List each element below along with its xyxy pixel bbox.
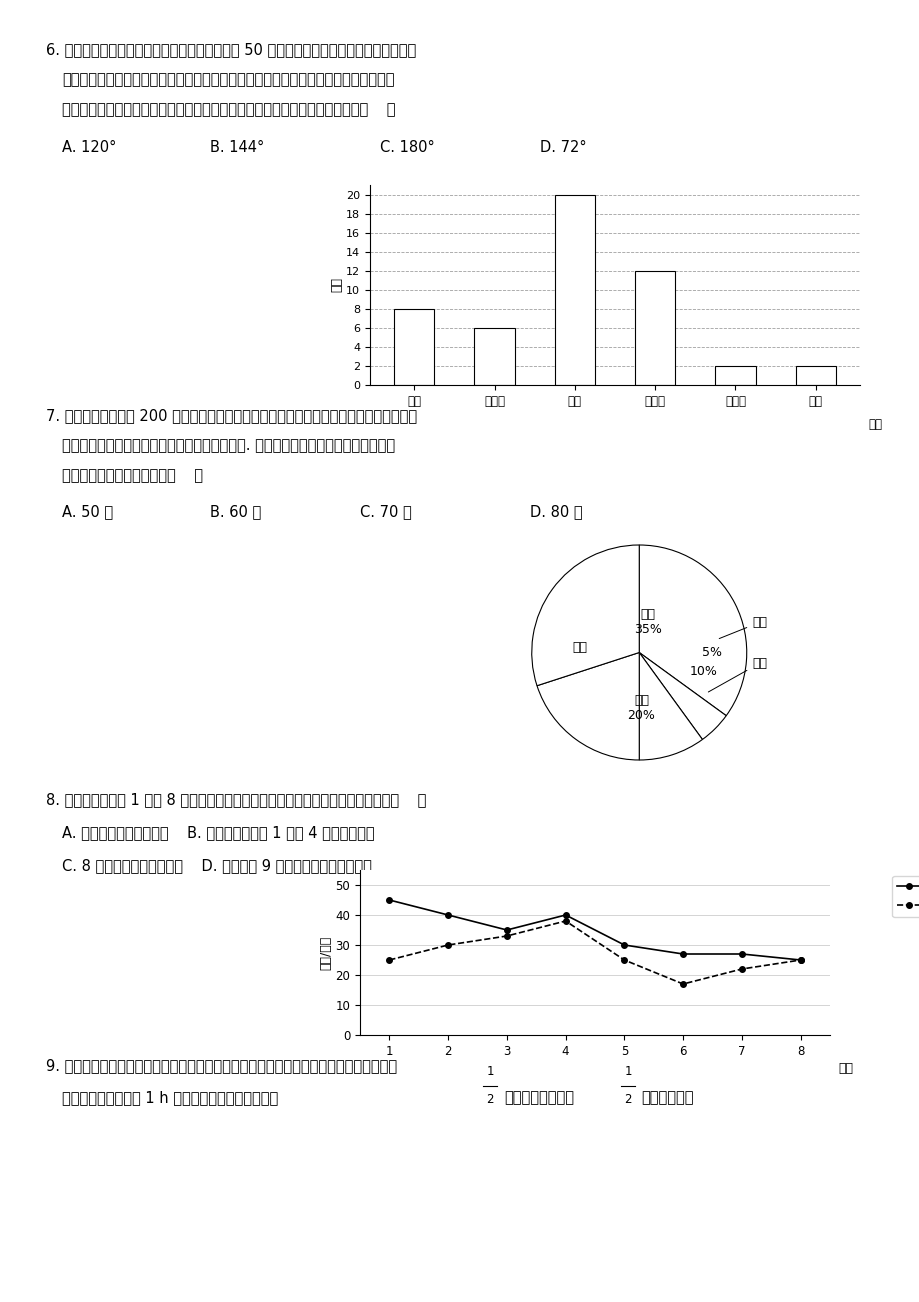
Text: 况，并结合调查数据作出如图所示的扇形统计图. 根据统计图提供的信息，可知该校七: 况，并结合调查数据作出如图所示的扇形统计图. 根据统计图提供的信息，可知该校七 xyxy=(62,437,394,453)
Text: 戏曲: 戏曲 xyxy=(719,616,766,638)
乙超市 xyxy=(618,952,630,967)
Text: 项目: 项目 xyxy=(868,418,881,431)
甲超市 xyxy=(618,937,630,953)
甲超市 xyxy=(560,907,571,923)
Text: 娱乐
35%: 娱乐 35% xyxy=(633,608,661,637)
Line: 甲超市: 甲超市 xyxy=(386,897,802,962)
Text: 10%: 10% xyxy=(689,665,717,678)
Text: 9. 如图是某校一名初一学生平时一天的作息时间安排情况，临近考试他又调整了自己的作: 9. 如图是某校一名初一学生平时一天的作息时间安排情况，临近考试他又调整了自己的… xyxy=(46,1059,397,1073)
Bar xyxy=(474,328,514,385)
Text: A. 50 名: A. 50 名 xyxy=(62,504,113,519)
Bar xyxy=(795,366,835,385)
Wedge shape xyxy=(537,652,639,760)
Text: 2: 2 xyxy=(486,1094,494,1107)
Y-axis label: 人数: 人数 xyxy=(330,277,343,293)
Y-axis label: 利润/万元: 利润/万元 xyxy=(319,935,333,970)
Text: A. 120°: A. 120° xyxy=(62,141,116,155)
Text: 体育
20%: 体育 20% xyxy=(627,694,654,723)
甲超市 xyxy=(735,947,746,962)
Text: 1: 1 xyxy=(486,1065,494,1078)
甲超市 xyxy=(442,907,453,923)
Text: A. 甲超市的利润逐月减少    B. 乙超市的利润在 1 月至 4 月间逐月增加: A. 甲超市的利润逐月减少 B. 乙超市的利润在 1 月至 4 月间逐月增加 xyxy=(62,825,374,840)
Text: 动画: 动画 xyxy=(572,641,587,654)
Wedge shape xyxy=(639,652,725,740)
甲超市 xyxy=(383,892,394,907)
乙超市 xyxy=(501,928,512,944)
Text: D. 80 名: D. 80 名 xyxy=(529,504,582,519)
Text: 7. 为调查某校七年级 200 名学生对新闻、体育、动画、娱乐、戏曲五类电视节目的喜爱情: 7. 为调查某校七年级 200 名学生对新闻、体育、动画、娱乐、戏曲五类电视节目… xyxy=(46,408,416,423)
Bar xyxy=(393,309,434,385)
乙超市 xyxy=(383,952,394,967)
Bar xyxy=(554,194,595,385)
乙超市 xyxy=(735,961,746,976)
Text: 5%: 5% xyxy=(701,646,721,659)
乙超市 xyxy=(560,913,571,928)
Wedge shape xyxy=(531,546,639,686)
Text: 新闻: 新闻 xyxy=(708,656,766,691)
Wedge shape xyxy=(639,546,746,716)
Text: 其转化为扇形统计图，则最喜爱打篮球的人数所在扇形区域的圆心角的度数为（    ）: 其转化为扇形统计图，则最喜爱打篮球的人数所在扇形区域的圆心角的度数为（ ） xyxy=(62,102,395,117)
Text: 和其他活动时间的: 和其他活动时间的 xyxy=(504,1090,573,1105)
Text: 月份: 月份 xyxy=(838,1062,853,1075)
Line: 乙超市: 乙超市 xyxy=(386,918,802,987)
Bar xyxy=(715,366,754,385)
Text: C. 8 月份两家超市利润相同    D. 乙超市在 9 月份的利润必超过甲超市: C. 8 月份两家超市利润相同 D. 乙超市在 9 月份的利润必超过甲超市 xyxy=(62,858,371,874)
Text: C. 180°: C. 180° xyxy=(380,141,435,155)
Text: B. 60 名: B. 60 名 xyxy=(210,504,261,519)
Text: 2: 2 xyxy=(624,1094,631,1107)
Text: 乒球、踢毽子等运动项目的调查，并根据调查结果绘制了如图所示的条形统计图，若将: 乒球、踢毽子等运动项目的调查，并根据调查结果绘制了如图所示的条形统计图，若将 xyxy=(62,72,394,87)
Text: 1: 1 xyxy=(624,1065,631,1078)
Text: 年级喜爱动画节目的学生有（    ）: 年级喜爱动画节目的学生有（ ） xyxy=(62,467,203,483)
Text: 息时间，准备再放弃 1 h 的睡觉时间、原运动时间的: 息时间，准备再放弃 1 h 的睡觉时间、原运动时间的 xyxy=(62,1090,278,1105)
乙超市 xyxy=(677,976,688,992)
甲超市 xyxy=(794,952,805,967)
乙超市 xyxy=(794,952,805,967)
Bar xyxy=(634,271,675,385)
甲超市 xyxy=(501,922,512,937)
Wedge shape xyxy=(639,652,702,760)
Text: 8. 甲、乙两超市在 1 月至 8 月间的盈利情况统计图如图所示，下面结论不正确的是（    ）: 8. 甲、乙两超市在 1 月至 8 月间的盈利情况统计图如图所示，下面结论不正确… xyxy=(46,792,425,807)
乙超市 xyxy=(442,937,453,953)
Text: B. 144°: B. 144° xyxy=(210,141,264,155)
Legend: 甲超市, 乙超市: 甲超市, 乙超市 xyxy=(891,876,919,917)
甲超市 xyxy=(677,947,688,962)
Text: 6. 为了解同学们最喜爱的运动项目，小王对本班 50 名同学进行了跳绳、羽毛球、篮球、乒: 6. 为了解同学们最喜爱的运动项目，小王对本班 50 名同学进行了跳绳、羽毛球、… xyxy=(46,42,415,57)
Text: C. 70 名: C. 70 名 xyxy=(359,504,412,519)
Text: D. 72°: D. 72° xyxy=(539,141,586,155)
Text: ，全部用于在: ，全部用于在 xyxy=(641,1090,693,1105)
